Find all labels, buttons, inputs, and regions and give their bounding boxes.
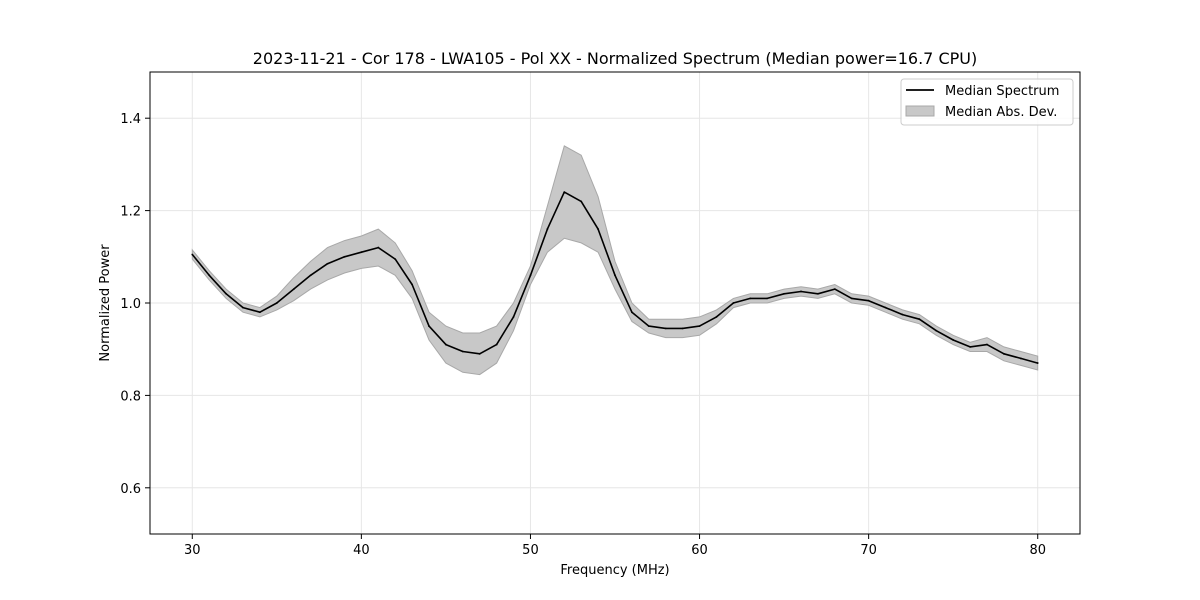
median-point	[529, 274, 532, 277]
median-point	[1036, 362, 1039, 364]
median-point	[377, 246, 380, 249]
median-point	[309, 274, 312, 277]
median-point	[495, 343, 498, 346]
median-point	[698, 325, 701, 327]
y-tick-label: 0.8	[120, 389, 141, 404]
median-point	[360, 251, 363, 254]
x-axis-label: Frequency (MHz)	[560, 563, 669, 578]
median-point	[800, 290, 802, 293]
y-tick-label: 1.4	[120, 112, 141, 127]
median-point	[428, 325, 430, 327]
legend-band-swatch	[905, 105, 935, 117]
median-point	[918, 318, 921, 321]
median-point	[292, 288, 295, 291]
median-point	[783, 292, 785, 295]
median-line-layer	[191, 191, 1039, 364]
y-tick-label: 1.2	[120, 205, 141, 220]
median-point	[681, 327, 684, 330]
median-point	[242, 306, 244, 309]
median-point	[275, 302, 278, 304]
median-point	[884, 306, 887, 309]
median-point	[208, 274, 211, 277]
median-point	[326, 262, 329, 265]
median-point	[597, 228, 599, 230]
median-point	[445, 343, 447, 346]
median-point	[986, 343, 988, 346]
median-point	[817, 292, 819, 295]
median-point	[191, 253, 194, 256]
y-tick-label: 1.0	[120, 297, 141, 312]
median-point	[461, 350, 464, 353]
median-point	[631, 311, 633, 314]
median-point	[901, 313, 904, 316]
median-point	[512, 315, 515, 318]
median-point	[478, 352, 481, 355]
x-tick-label: 70	[860, 543, 877, 558]
legend-frame	[900, 78, 1074, 126]
legend-label-mad: Median Abs. Dev.	[945, 105, 1057, 120]
chart-title: 2023-11-21 - Cor 178 - LWA105 - Pol XX -…	[253, 49, 977, 68]
y-axis-label: Normalized Power	[98, 244, 113, 362]
x-tick-label: 60	[691, 543, 708, 558]
median-point	[833, 288, 836, 291]
x-tick-label: 50	[522, 543, 539, 558]
median-point	[749, 297, 752, 300]
legend-label-median-spectrum: Median Spectrum	[945, 84, 1059, 99]
median-point	[952, 339, 955, 341]
median-point	[1019, 357, 1022, 360]
median-point	[1003, 352, 1005, 355]
x-tick-label: 30	[184, 543, 201, 558]
median-point	[563, 191, 566, 194]
median-point	[766, 297, 769, 300]
y-axis-ticks: 0.6 0.8 1.0 1.2 1.4	[120, 112, 150, 497]
mad-band-layer	[191, 145, 1039, 376]
legend: Median Spectrum Median Abs. Dev.	[900, 78, 1074, 126]
median-point	[394, 258, 397, 261]
median-point	[935, 329, 938, 332]
median-point	[850, 297, 853, 300]
median-point	[580, 200, 583, 203]
median-point	[647, 325, 650, 327]
median-point	[343, 255, 346, 258]
median-point	[732, 302, 735, 304]
median-point	[546, 228, 549, 230]
mad-band	[191, 145, 1039, 376]
x-tick-label: 80	[1029, 543, 1046, 558]
median-point	[614, 274, 616, 277]
median-point	[969, 345, 971, 348]
median-point	[225, 292, 227, 295]
median-point	[411, 283, 413, 286]
median-point	[259, 311, 261, 314]
y-tick-label: 0.6	[120, 482, 141, 497]
median-point	[867, 299, 870, 302]
x-axis-ticks: 30 40 50 60 70 80	[184, 534, 1046, 558]
median-point	[664, 327, 667, 330]
x-tick-label: 40	[353, 543, 370, 558]
median-point	[715, 315, 718, 318]
